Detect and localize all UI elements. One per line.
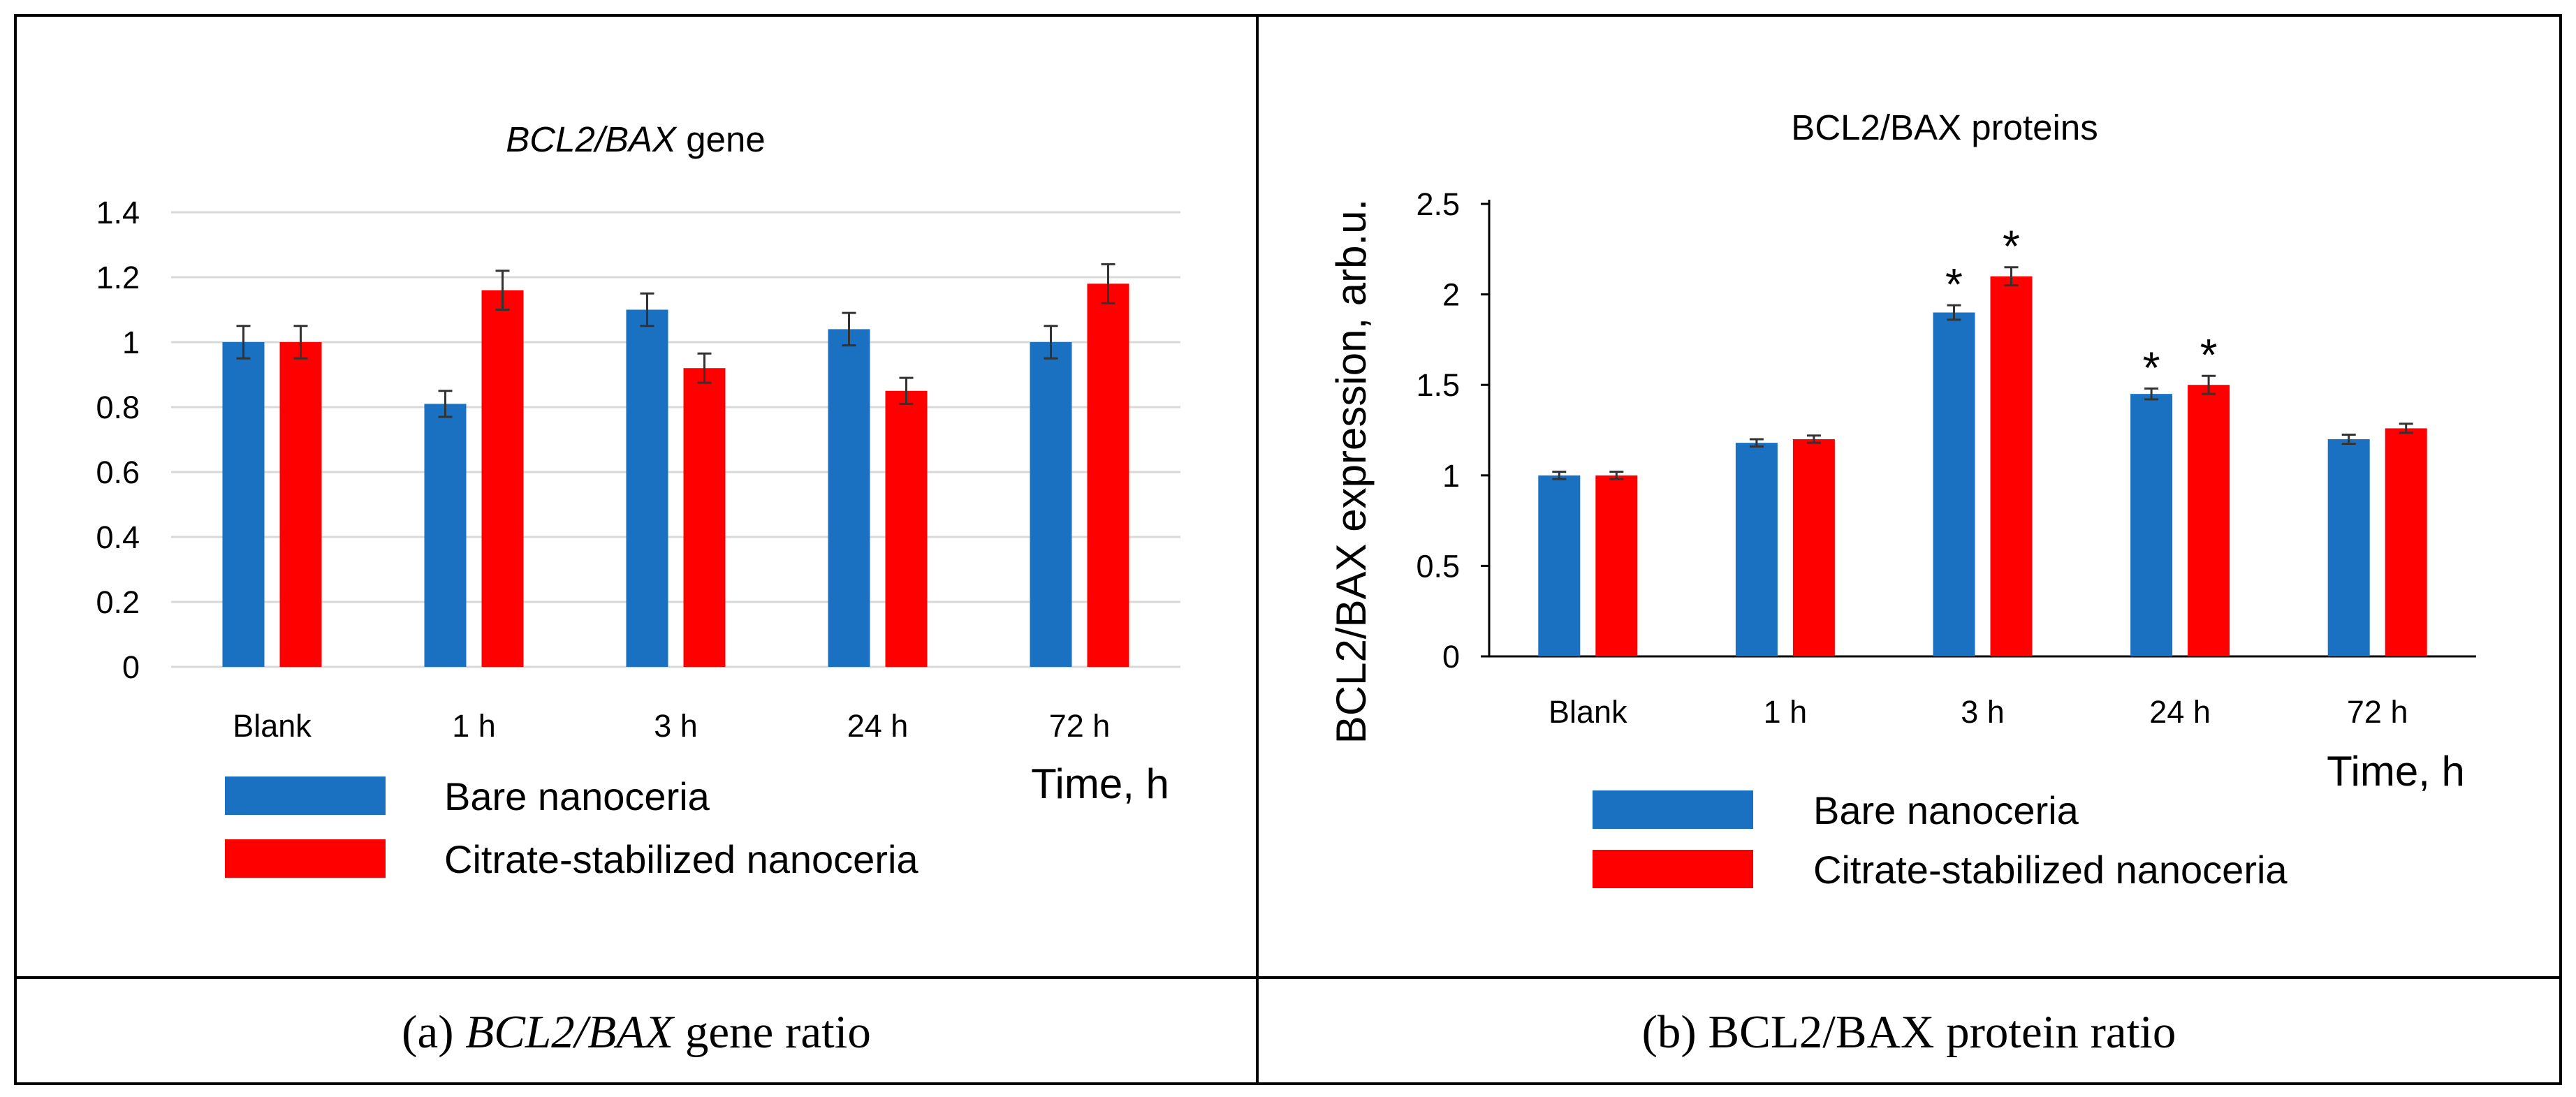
bar-citrate [481,290,524,668]
bar-citrate [1087,284,1129,667]
chart-b-legend: Bare nanoceria Citrate-stabilized nanoce… [1593,788,2288,892]
x-tick-label: 72 h [2347,694,2408,730]
bar-bare [424,404,467,667]
legend-swatch-citrate [1593,850,1753,888]
legend-swatch-citrate [225,839,386,878]
y-tick-label: 0.2 [96,584,140,620]
y-tick-label: 0.8 [96,390,140,425]
bar-citrate [683,368,726,667]
table-frame [14,14,2562,1085]
bar-citrate [1595,475,1638,656]
legend-swatch-bare [1593,790,1753,829]
legend-label-bare: Bare nanoceria [444,774,710,818]
chart-b-y-axis-label: BCL2/BAX expression, arb.u. [1328,199,1375,744]
bar-bare [222,342,265,667]
chart-b-x-tick-labels: Blank 1 h 3 h 24 h 72 h [1549,694,2408,730]
y-tick-label: 1 [1442,458,1460,494]
significance-mark: * [2003,221,2020,272]
x-tick-label: 1 h [1764,694,1808,730]
x-tick-label: Blank [233,708,312,744]
y-tick-label: 2 [1442,277,1460,313]
bar-bare [1933,312,1975,656]
chart-b-axes [1481,200,2476,658]
chart-a-y-tick-labels: 0 0.2 0.4 0.6 0.8 1 1.2 1.4 [96,195,140,685]
y-tick-label: 0.6 [96,455,140,490]
chart-a-legend: Bare nanoceria Citrate-stabilized nanoce… [225,774,919,881]
y-tick-label: 0.5 [1416,548,1460,584]
y-tick-label: 1.4 [96,195,140,230]
chart-a-bars [222,263,1129,668]
chart-a-gridlines [171,211,1180,668]
legend-swatch-bare [225,776,386,815]
bar-citrate [2188,385,2230,656]
x-tick-label: 3 h [1961,694,2005,730]
bar-citrate [2385,428,2427,656]
x-tick-label: 3 h [654,708,698,744]
x-tick-label: 24 h [847,708,909,744]
chart-a-x-axis-label: Time, h [1031,760,1169,807]
significance-mark: * [2143,342,2160,392]
bar-bare [2130,394,2173,656]
significance-mark: * [2200,330,2218,380]
bar-bare [2327,439,2370,656]
x-tick-label: 24 h [2149,694,2211,730]
legend-label-citrate: Citrate-stabilized nanoceria [1813,848,2288,892]
chart-a-x-tick-labels: Blank 1 h 3 h 24 h 72 h [233,708,1110,744]
y-tick-label: 1.5 [1416,367,1460,403]
bar-bare [626,309,668,667]
bar-bare [1030,342,1072,667]
bar-citrate [885,390,928,667]
bar-citrate [1792,439,1835,656]
bar-bare [828,329,870,667]
y-tick-label: 1 [122,325,140,360]
caption-a: (a) BCL2/BAX gene ratio [402,1006,871,1058]
bar-bare [1735,443,1778,656]
y-tick-label: 1.2 [96,260,140,295]
bar-citrate [279,342,322,667]
bar-citrate [1990,276,2033,656]
legend-label-citrate: Citrate-stabilized nanoceria [444,837,919,881]
y-tick-label: 0.4 [96,520,140,555]
chart-a-title: BCL2/BAX gene [506,119,765,159]
chart-b-y-tick-labels: 0 0.5 1 1.5 2 2.5 [1416,186,1460,675]
caption-b: (b) BCL2/BAX protein ratio [1642,1006,2176,1058]
legend-label-bare: Bare nanoceria [1813,788,2079,832]
x-tick-label: 72 h [1049,708,1111,744]
significance-mark: * [1945,259,1963,309]
y-tick-label: 0 [1442,639,1460,675]
chart-b-protein: BCL2/BAX proteins BCL2/BAX expression, a… [1328,108,2476,892]
chart-b-x-axis-label: Time, h [2327,748,2465,795]
bar-bare [1538,475,1581,656]
chart-a-gene: BCL2/BAX gene 0 0.2 0.4 0.6 0.8 1 1.2 1.4 Blank… [96,119,1180,881]
y-tick-label: 2.5 [1416,186,1460,222]
chart-b-bars: * * * * [1538,221,2427,656]
x-tick-label: 1 h [452,708,496,744]
y-tick-label: 0 [122,649,140,685]
x-tick-label: Blank [1549,694,1627,730]
chart-b-title: BCL2/BAX proteins [1791,108,2098,147]
